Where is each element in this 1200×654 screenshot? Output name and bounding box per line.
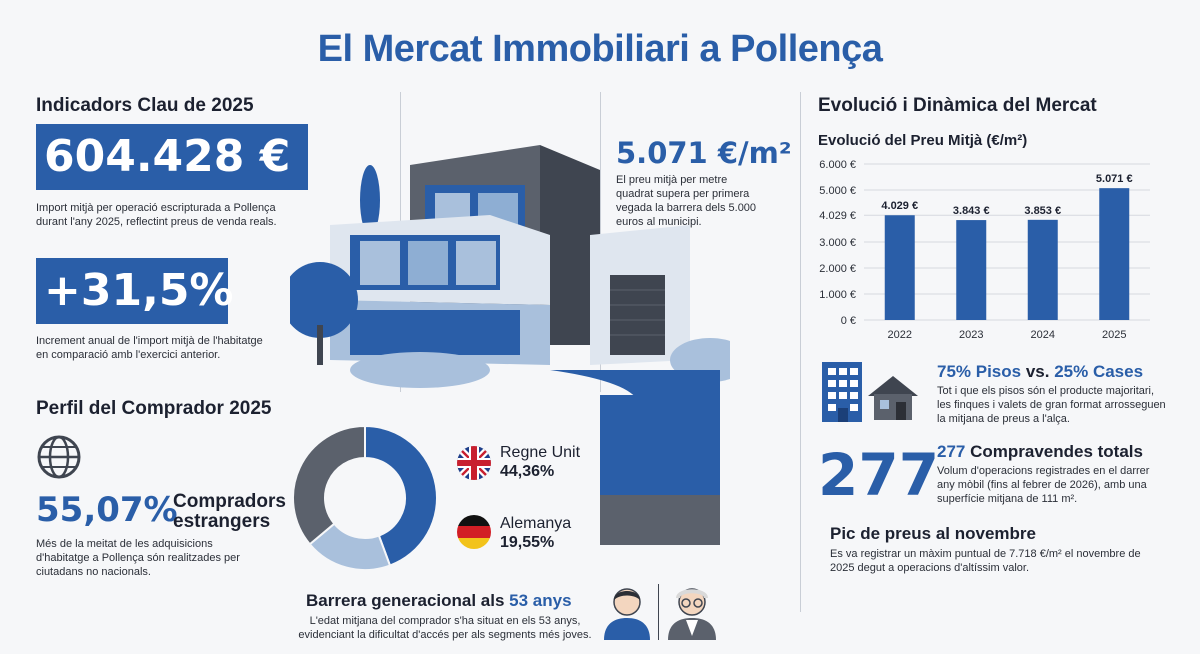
uk-pct: 44,36% — [500, 463, 555, 480]
y-tick-label: 5.000 € — [819, 185, 856, 197]
apartment-building-icon — [822, 362, 862, 422]
donut-slice — [364, 424, 438, 567]
growth-description: Increment anual de l'import mitjà de l'h… — [36, 335, 263, 361]
avg-price-value: 604.428 € — [36, 124, 308, 190]
generational-heading: Barrera generacional als 53 anys — [306, 591, 572, 610]
buyer-heading: Perfil del Comprador 2025 — [36, 398, 272, 419]
peak-description: Es va registrar un màxim puntual de 7.71… — [830, 548, 1141, 574]
bar-2023 — [956, 220, 987, 320]
bar-value-label: 5.071 € — [1096, 173, 1133, 185]
bar-2025 — [1099, 188, 1130, 320]
bar-2022 — [884, 215, 915, 320]
x-tick-label: 2023 — [959, 329, 983, 341]
total-sales-big: 277 — [818, 441, 940, 509]
peak-heading: Pic de preus al novembre — [830, 524, 1036, 543]
x-tick-label: 2024 — [1031, 329, 1055, 341]
tree-icon — [360, 165, 380, 235]
house-icon — [868, 376, 918, 420]
globe-icon — [37, 435, 81, 479]
foreign-buyers-pct: 55,07% — [36, 490, 178, 530]
bar-value-label: 3.853 € — [1024, 205, 1061, 217]
y-tick-label: 0 € — [841, 315, 856, 327]
bar-value-label: 3.843 € — [953, 205, 990, 217]
price-evolution-chart: 0 € 1.000 € 2.000 € 3.000 € 4.029 € 5.000 € 6.… — [819, 159, 1150, 341]
property-mix-heading: 75% Pisos vs. 25% Cases — [937, 362, 1144, 381]
germany-label: Alemanya — [500, 515, 572, 532]
sqm-price-description: El preu mitjà per metre quadrat supera p… — [616, 174, 757, 228]
germany-pct: 19,55% — [500, 534, 555, 551]
y-tick-label: 6.000 € — [819, 159, 856, 171]
divider — [658, 584, 659, 640]
x-tick-label: 2022 — [888, 329, 912, 341]
growth-value: +31,5% — [36, 258, 234, 324]
total-sales-heading: 277 Compravendes totals — [937, 442, 1143, 461]
y-tick-label: 2.000 € — [819, 263, 856, 275]
property-mix-description: Tot i que els pisos són el producte majo… — [937, 385, 1166, 425]
x-tick-label: 2025 — [1102, 329, 1126, 341]
germany-flag-icon — [457, 515, 491, 549]
buyer-origin-donut — [292, 424, 438, 571]
indicators-heading: Indicadors Clau de 2025 — [36, 95, 254, 116]
young-person-icon — [604, 588, 650, 640]
donut-slice — [292, 424, 366, 546]
uk-label: Regne Unit — [500, 444, 581, 461]
bar-value-label: 4.029 € — [881, 200, 918, 212]
senior-person-icon — [668, 588, 716, 640]
sqm-price-value: 5.071 €/m² — [616, 136, 792, 170]
foreign-buyers-label: Compradors estrangers — [173, 491, 286, 532]
generational-description: L'edat mitjana del comprador s'ha situat… — [298, 615, 592, 641]
bar-2024 — [1027, 219, 1058, 320]
uk-flag-icon — [457, 446, 491, 480]
house-illustration — [290, 145, 730, 545]
market-heading: Evolució i Dinàmica del Mercat — [818, 95, 1097, 116]
page-title: El Mercat Immobiliari a Pollença — [317, 28, 883, 70]
chart-title: Evolució del Preu Mitjà (€/m²) — [818, 132, 1028, 149]
avg-price-description: Import mitjà per operació escripturada a… — [36, 202, 277, 228]
y-tick-label: 1.000 € — [819, 289, 856, 301]
y-tick-label: 4.029 € — [819, 210, 856, 222]
y-tick-label: 3.000 € — [819, 237, 856, 249]
total-sales-description: Volum d'operacions registrades en el dar… — [937, 465, 1150, 505]
foreign-buyers-description: Més de la meitat de les adquisicions d'h… — [36, 538, 240, 578]
divider — [800, 92, 801, 612]
